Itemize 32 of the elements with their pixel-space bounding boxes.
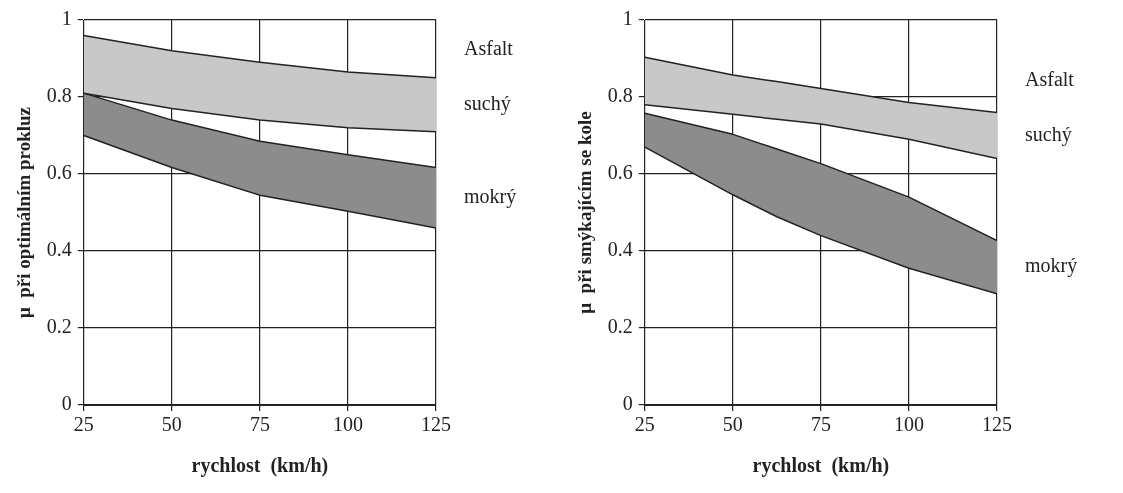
- series-label: suchý: [464, 91, 511, 115]
- x-tick-label: 125: [421, 413, 451, 436]
- y-tick-label: 0.4: [607, 238, 633, 261]
- series-label: suchý: [1025, 122, 1072, 146]
- y-tick-label: 0: [622, 392, 633, 415]
- y-tick-label: 0.2: [607, 315, 633, 338]
- y-tick-label: 0.6: [607, 161, 633, 184]
- x-tick-label: 25: [73, 413, 94, 436]
- y-tick-label: 0.8: [46, 84, 72, 107]
- y-axis-title: μ při smýkajícím se kole: [574, 111, 596, 314]
- x-tick-label: 100: [893, 413, 924, 436]
- x-axis-title: rychlost (km/h): [752, 454, 890, 478]
- y-tick-label: 1: [61, 7, 72, 30]
- y-tick-label: 0.2: [46, 315, 72, 338]
- y-axis-title: μ při optimálním prokluz: [13, 106, 35, 319]
- series-label: mokrý: [1025, 254, 1078, 278]
- x-tick-label: 50: [722, 413, 743, 436]
- y-tick-label: 0.8: [607, 84, 633, 107]
- x-tick-label: 50: [161, 413, 182, 436]
- x-tick-label: 100: [332, 413, 363, 436]
- legend-title: Asfalt: [1025, 67, 1075, 90]
- x-tick-label: 25: [634, 413, 655, 436]
- x-tick-label: 125: [982, 413, 1012, 436]
- y-tick-label: 0: [61, 392, 72, 415]
- y-tick-label: 1: [622, 7, 633, 30]
- x-tick-label: 75: [810, 413, 831, 436]
- series-label: mokrý: [464, 184, 517, 208]
- y-tick-label: 0.6: [46, 161, 72, 184]
- x-tick-label: 75: [249, 413, 270, 436]
- legend-title: Asfalt: [464, 36, 514, 59]
- y-tick-label: 0.4: [46, 238, 72, 261]
- x-axis-title: rychlost (km/h): [191, 454, 329, 478]
